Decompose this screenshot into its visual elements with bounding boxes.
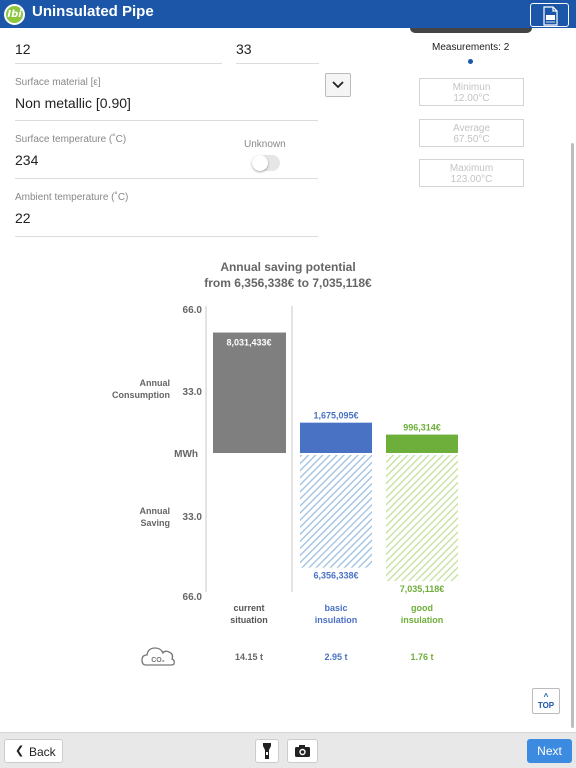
consumption-value-label: 1,675,095€ xyxy=(313,411,358,421)
dimension-right-value: 33 xyxy=(236,41,252,57)
surface-material-dropdown-button[interactable] xyxy=(325,73,351,97)
y-tick-label: 33.0 xyxy=(183,387,203,398)
next-button[interactable]: Next xyxy=(527,739,572,763)
co2-icon-text: CO₂ xyxy=(151,657,165,664)
back-button[interactable]: ❮ Back xyxy=(4,739,63,763)
co2-value: 2.95 t xyxy=(324,652,347,662)
bottom-toolbar: ❮ Back Next xyxy=(0,732,576,768)
measurement-average-label: Average xyxy=(452,123,491,134)
camera-button[interactable] xyxy=(287,739,318,763)
consumption-value-label: 8,031,433€ xyxy=(226,338,271,348)
camera-preview-strip xyxy=(410,28,532,33)
measurement-maximum-value: 123.00°C xyxy=(450,174,493,185)
camera-icon xyxy=(295,745,310,757)
unknown-toggle-label: Unknown xyxy=(244,139,286,150)
consumption-bar-good xyxy=(386,434,458,453)
axis-unit-label: MWh xyxy=(174,449,198,460)
chevron-down-icon xyxy=(332,81,344,89)
scrollbar[interactable] xyxy=(571,143,574,728)
co2-value: 1.76 t xyxy=(410,652,433,662)
measurement-minimum-label: Minimun xyxy=(452,82,491,93)
ambient-temperature-value: 22 xyxy=(15,210,31,226)
measurement-minimum: Minimun 12.00°C xyxy=(419,78,524,106)
surface-temperature-field[interactable]: Surface temperature (˚C) 234 xyxy=(15,134,126,168)
category-label: basic xyxy=(324,603,347,613)
arrow-up-icon: ^ xyxy=(543,692,549,701)
measurement-maximum: Maximum 123.00°C xyxy=(419,159,524,187)
measurement-average: Average 67.50°C xyxy=(419,119,524,147)
divider xyxy=(236,63,319,64)
divider xyxy=(15,120,318,121)
co2-cloud-icon xyxy=(141,647,175,666)
scroll-to-top-label: TOP xyxy=(537,701,555,710)
category-label: situation xyxy=(230,615,268,625)
saving-bar-good xyxy=(386,455,458,582)
measurement-minimum-value: 12.00°C xyxy=(453,93,490,104)
back-button-label: Back xyxy=(29,745,56,759)
surface-material-field[interactable]: Surface material [ε] Non metallic [0.90] xyxy=(15,77,131,111)
ambient-temperature-label: Ambient temperature (˚C) xyxy=(15,192,129,203)
saving-value-label: 7,035,118€ xyxy=(400,584,445,594)
divider xyxy=(15,178,318,179)
measurement-average-value: 67.50°C xyxy=(453,134,490,145)
category-label: insulation xyxy=(315,615,358,625)
consumption-value-label: 996,314€ xyxy=(403,423,441,433)
category-label: good xyxy=(411,603,433,613)
scroll-to-top-button[interactable]: ^ TOP xyxy=(532,688,560,714)
co2-value: 14.15 t xyxy=(235,652,263,662)
page-indicator-dot[interactable] xyxy=(468,59,473,64)
surface-temperature-label: Surface temperature (˚C) xyxy=(15,134,127,145)
axis-label-saving: Annual xyxy=(140,506,171,516)
saving-value-label: 6,356,338€ xyxy=(313,571,358,581)
app-header: Ibi Uninsulated Pipe xyxy=(0,0,576,28)
export-pdf-button[interactable] xyxy=(530,3,569,27)
consumption-bar-current xyxy=(213,332,286,453)
flashlight-icon xyxy=(263,743,271,759)
dimension-right-field[interactable]: 33 xyxy=(236,41,252,57)
measurements-count: Measurements: 2 xyxy=(432,42,510,53)
y-tick-label: 66.0 xyxy=(183,305,203,316)
divider xyxy=(15,63,222,64)
chart-subtitle: from 6,356,338€ to 7,035,118€ xyxy=(204,276,372,290)
saving-bar-basic xyxy=(300,455,372,568)
divider xyxy=(15,236,318,237)
flashlight-button[interactable] xyxy=(255,739,279,763)
axis-label-consumption: Annual xyxy=(140,378,171,388)
pdf-document-icon xyxy=(543,6,558,26)
consumption-bar-basic xyxy=(300,422,372,453)
y-tick-label: 33.0 xyxy=(183,512,203,523)
page-title: Uninsulated Pipe xyxy=(32,3,154,20)
measurement-maximum-label: Maximum xyxy=(449,163,494,174)
toggle-knob xyxy=(252,155,268,171)
category-label: insulation xyxy=(401,615,444,625)
axis-label-consumption: Consumption xyxy=(112,390,170,400)
dimension-left-value: 12 xyxy=(15,41,31,57)
dimension-left-field[interactable]: 12 xyxy=(15,41,31,57)
chevron-left-icon: ❮ xyxy=(15,745,25,757)
unknown-toggle[interactable] xyxy=(252,155,280,171)
surface-material-value: Non metallic [0.90] xyxy=(15,95,131,111)
axis-label-saving: Saving xyxy=(140,518,170,528)
ambient-temperature-field[interactable]: Ambient temperature (˚C) 22 xyxy=(15,192,128,226)
surface-material-label: Surface material [ε] xyxy=(15,77,101,88)
saving-chart: 66.0 33.0 MWh 33.0 66.0 Annual Consumption Annu… xyxy=(112,305,458,666)
surface-temperature-value: 234 xyxy=(15,152,39,168)
app-logo: Ibi xyxy=(4,4,25,25)
y-tick-label: 66.0 xyxy=(183,592,203,603)
category-label: current xyxy=(233,603,264,613)
chart-title: Annual saving potential xyxy=(220,260,356,274)
